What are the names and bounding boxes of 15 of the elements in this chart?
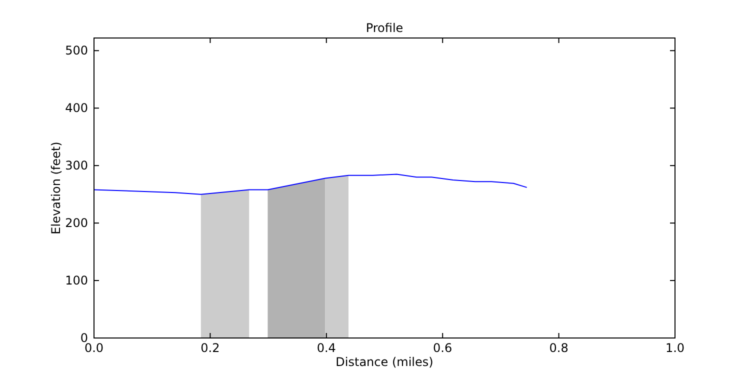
y-tick-label: 300	[65, 158, 88, 173]
x-tick-label: 1.0	[665, 341, 685, 355]
x-axis-title: Distance (miles)	[336, 355, 434, 369]
chart-title: Profile	[366, 21, 404, 35]
y-tick-label: 500	[65, 44, 88, 58]
y-tick-label: 100	[65, 274, 88, 288]
y-tick-label: 200	[65, 216, 88, 230]
y-axis-title: Elevation (feet)	[49, 142, 63, 234]
x-tick-label: 0.2	[200, 341, 220, 355]
x-tick-label: 0.6	[433, 341, 452, 355]
y-tick-label: 400	[65, 101, 88, 116]
line-series	[94, 174, 528, 195]
x-tick-label: 0.4	[316, 341, 336, 355]
x-tick-label: 0.0	[84, 341, 104, 355]
x-tick-label: 0.8	[549, 341, 568, 355]
